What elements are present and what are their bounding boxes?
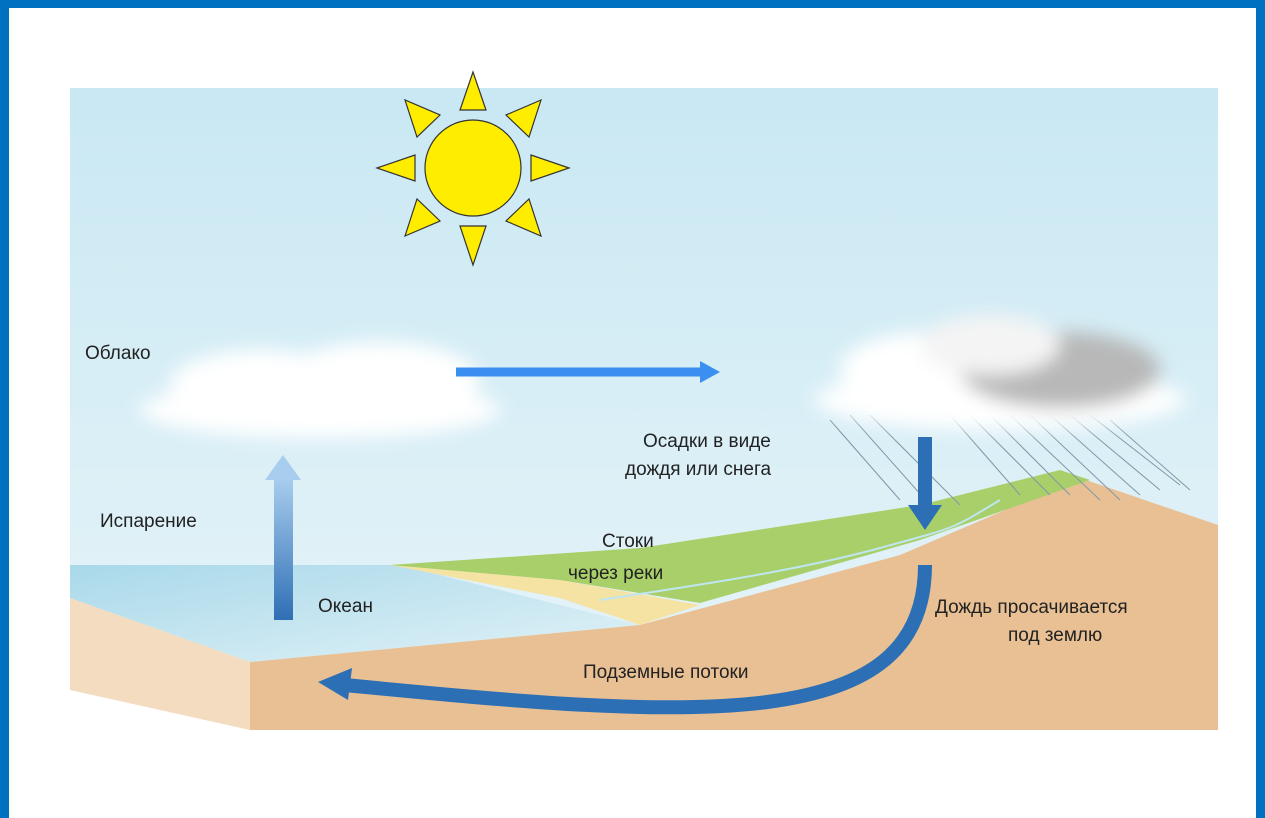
label: через реки bbox=[568, 563, 663, 584]
label: Подземные потоки bbox=[583, 662, 748, 683]
label: Облако bbox=[85, 343, 151, 364]
label: Стоки bbox=[602, 531, 654, 552]
frame-right bbox=[1256, 0, 1265, 818]
label: Дождь просачивается bbox=[935, 597, 1128, 618]
label: Осадки в виде bbox=[643, 431, 771, 452]
label: Испарение bbox=[100, 511, 197, 532]
label: Океан bbox=[318, 596, 373, 617]
label: под землю bbox=[1008, 625, 1102, 646]
sun bbox=[377, 72, 569, 265]
water-cycle-diagram: Облако Испарение Океан Стоки через реки … bbox=[0, 0, 1265, 818]
frame-left bbox=[0, 0, 9, 818]
frame-top bbox=[0, 0, 1265, 8]
label: дождя или снега bbox=[625, 459, 771, 480]
page: Облако Испарение Океан Стоки через реки … bbox=[0, 0, 1265, 818]
